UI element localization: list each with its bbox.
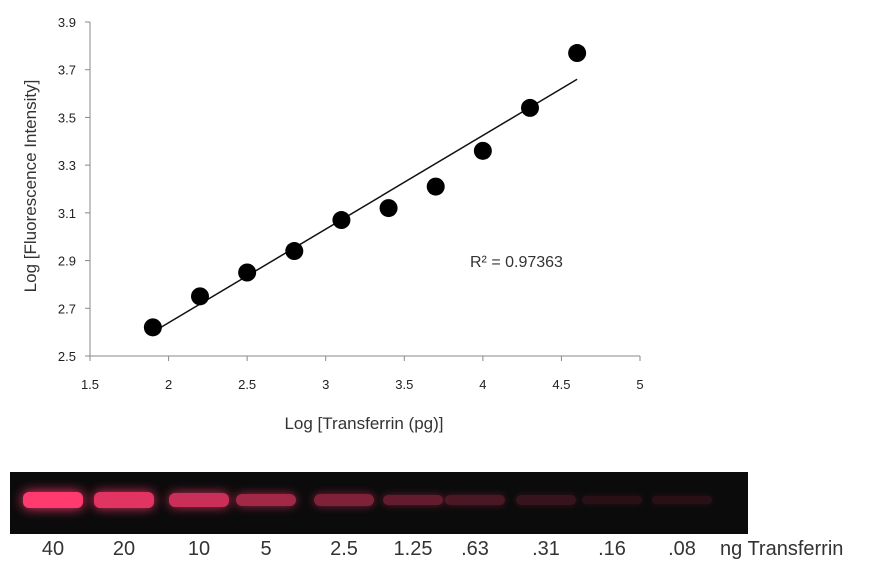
gel-lane-label: 1.25 (393, 538, 433, 560)
gel-unit-label: ng Transferrin (720, 538, 844, 560)
data-point (521, 98, 539, 117)
x-tick-label: 1.5 (81, 377, 99, 392)
data-point (379, 199, 398, 218)
y-tick-label: 3.9 (58, 15, 76, 30)
x-tick-label: 3.5 (395, 377, 413, 392)
gel-band (445, 494, 505, 506)
y-tick-label: 2.9 (58, 254, 76, 269)
data-point (332, 211, 351, 230)
y-tick-label: 3.5 (58, 110, 76, 125)
data-point (568, 44, 587, 63)
data-point (473, 141, 492, 160)
y-tick-label: 2.7 (58, 301, 76, 316)
x-axis-title: Log [Transferrin (pg)] (284, 414, 443, 433)
gel-lane-label: .31 (532, 538, 560, 560)
gel-band (383, 494, 443, 506)
x-tick-label: 4.5 (552, 377, 570, 392)
data-points (143, 44, 587, 337)
gel-lane-label: 5 (260, 538, 272, 560)
gel-lane-label: 40 (41, 538, 65, 560)
data-point (285, 242, 304, 261)
y-tick-label: 3.1 (58, 206, 76, 221)
x-tick-label: 5 (636, 377, 643, 392)
gel-band (652, 495, 712, 505)
y-tick-label: 3.3 (58, 158, 76, 173)
gel-lane-label: 2.5 (330, 538, 358, 560)
y-axis-title: Log [Fluorescence Intensity] (21, 80, 40, 293)
gel-lane-labels: ng Transferrin 40 20 10 5 2.5 1.25 .63 .31 .16 .0… (0, 538, 896, 568)
gel-image (10, 472, 748, 534)
x-tick-label: 2.5 (238, 377, 256, 392)
gel-lane-label: .16 (598, 538, 626, 560)
data-point (143, 318, 162, 337)
gel-lane-label: 10 (187, 538, 211, 560)
gel-band (314, 494, 374, 506)
gel-lane-label: .63 (461, 538, 489, 560)
y-tick-label: 2.5 (58, 349, 76, 364)
x-tick-label: 2 (165, 377, 172, 392)
gel-band (94, 492, 154, 508)
x-tick-label: 4 (479, 377, 486, 392)
y-tick-label: 3.7 (58, 63, 76, 78)
data-point (238, 263, 257, 282)
data-point (426, 177, 445, 196)
trendline (152, 78, 578, 333)
gel-band (516, 495, 576, 505)
gel-lane-label: .08 (668, 538, 696, 560)
data-point (191, 287, 209, 306)
gel-band (582, 495, 642, 505)
x-tick-label: 3 (322, 377, 329, 392)
scatter-chart: 1.5 2 2.5 3 3.5 4 4.5 5 2.5 2.7 2.9 3.1 3.3 3.5 3.7 3.9… (21, 15, 644, 433)
r-squared-annotation: R² = 0.97363 (470, 254, 563, 271)
gel-band (236, 493, 296, 507)
gel-band (23, 492, 83, 508)
gel-band (169, 492, 229, 508)
ticks: 1.5 2 2.5 3 3.5 4 4.5 5 2.5 2.7 2.9 3.1 3.3 3.5 3.7 3.9 (58, 15, 644, 392)
gel-lane-label: 20 (112, 538, 136, 560)
axes (89, 22, 640, 357)
